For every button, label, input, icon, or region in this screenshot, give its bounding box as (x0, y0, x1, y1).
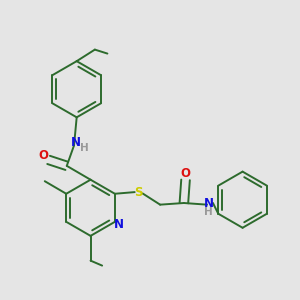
Text: N: N (71, 136, 81, 149)
Text: N: N (114, 218, 124, 231)
Text: H: H (204, 207, 213, 217)
Text: O: O (39, 149, 49, 162)
Text: H: H (80, 143, 89, 153)
Text: O: O (181, 167, 190, 180)
Text: N: N (204, 196, 214, 209)
Text: S: S (134, 186, 143, 199)
